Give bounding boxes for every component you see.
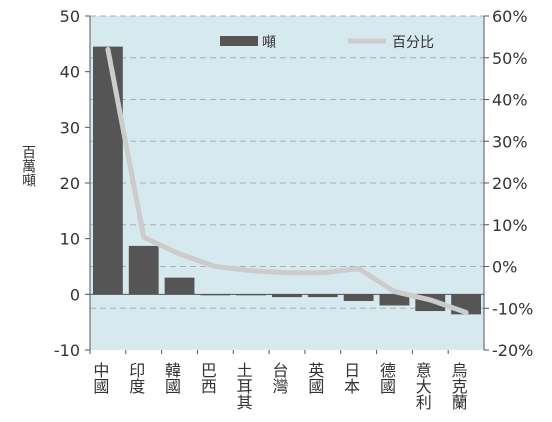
right-tick-label: 10% <box>492 216 528 235</box>
line-series-percent <box>105 46 469 315</box>
bar <box>379 294 410 306</box>
legend-bar-swatch <box>220 36 258 46</box>
left-tick-label: 50 <box>60 7 80 26</box>
category-label: 巴西 <box>198 362 217 394</box>
category-label: 台灣 <box>270 362 289 394</box>
right-tick-label: 60% <box>492 7 528 26</box>
right-tick-label: -10% <box>492 299 533 318</box>
category-labels: 中國 印度 韓國 巴西 土耳其 台灣 英國 日本 德國 意大利 烏克蘭 <box>89 350 468 410</box>
right-tick-label: 40% <box>492 91 528 110</box>
y-axis-title: 百萬噸 <box>20 145 36 187</box>
right-tick-label: 0% <box>492 258 517 277</box>
right-tick-label: 30% <box>492 132 528 151</box>
left-tick-label: 10 <box>60 230 80 249</box>
left-tick-label: -10 <box>54 341 80 360</box>
right-tick-label: 20% <box>492 174 528 193</box>
bar <box>93 46 123 295</box>
bar <box>343 294 374 302</box>
right-axis-ticks: -20% -10% 0% 10% 20% 30% 40% 50% 60% <box>484 7 533 360</box>
category-label: 土耳其 <box>234 362 253 410</box>
legend-bar-label: 噸 <box>262 35 276 51</box>
category-label: 意大利 <box>413 361 432 410</box>
left-tick-label: 20 <box>60 174 80 193</box>
legend-line-label: 百分比 <box>392 35 434 51</box>
right-tick-label: -20% <box>492 341 533 360</box>
left-tick-label: 40 <box>60 63 80 82</box>
bar <box>307 294 338 298</box>
category-label: 韓國 <box>162 362 181 394</box>
bar <box>272 294 302 298</box>
category-label: 德國 <box>377 362 396 394</box>
category-label: 中國 <box>90 362 109 394</box>
bar <box>164 277 195 295</box>
category-label: 烏克蘭 <box>449 362 468 410</box>
left-tick-label: 0 <box>70 285 80 304</box>
left-axis-ticks: -10 0 10 20 30 40 50 <box>54 7 90 360</box>
left-tick-label: 30 <box>60 118 80 137</box>
category-label: 印度 <box>126 362 145 394</box>
bar <box>128 245 159 295</box>
legend: 噸 百分比 <box>220 35 434 51</box>
right-tick-label: 50% <box>492 49 528 68</box>
category-label: 英國 <box>305 362 324 394</box>
category-label: 日本 <box>341 362 360 394</box>
